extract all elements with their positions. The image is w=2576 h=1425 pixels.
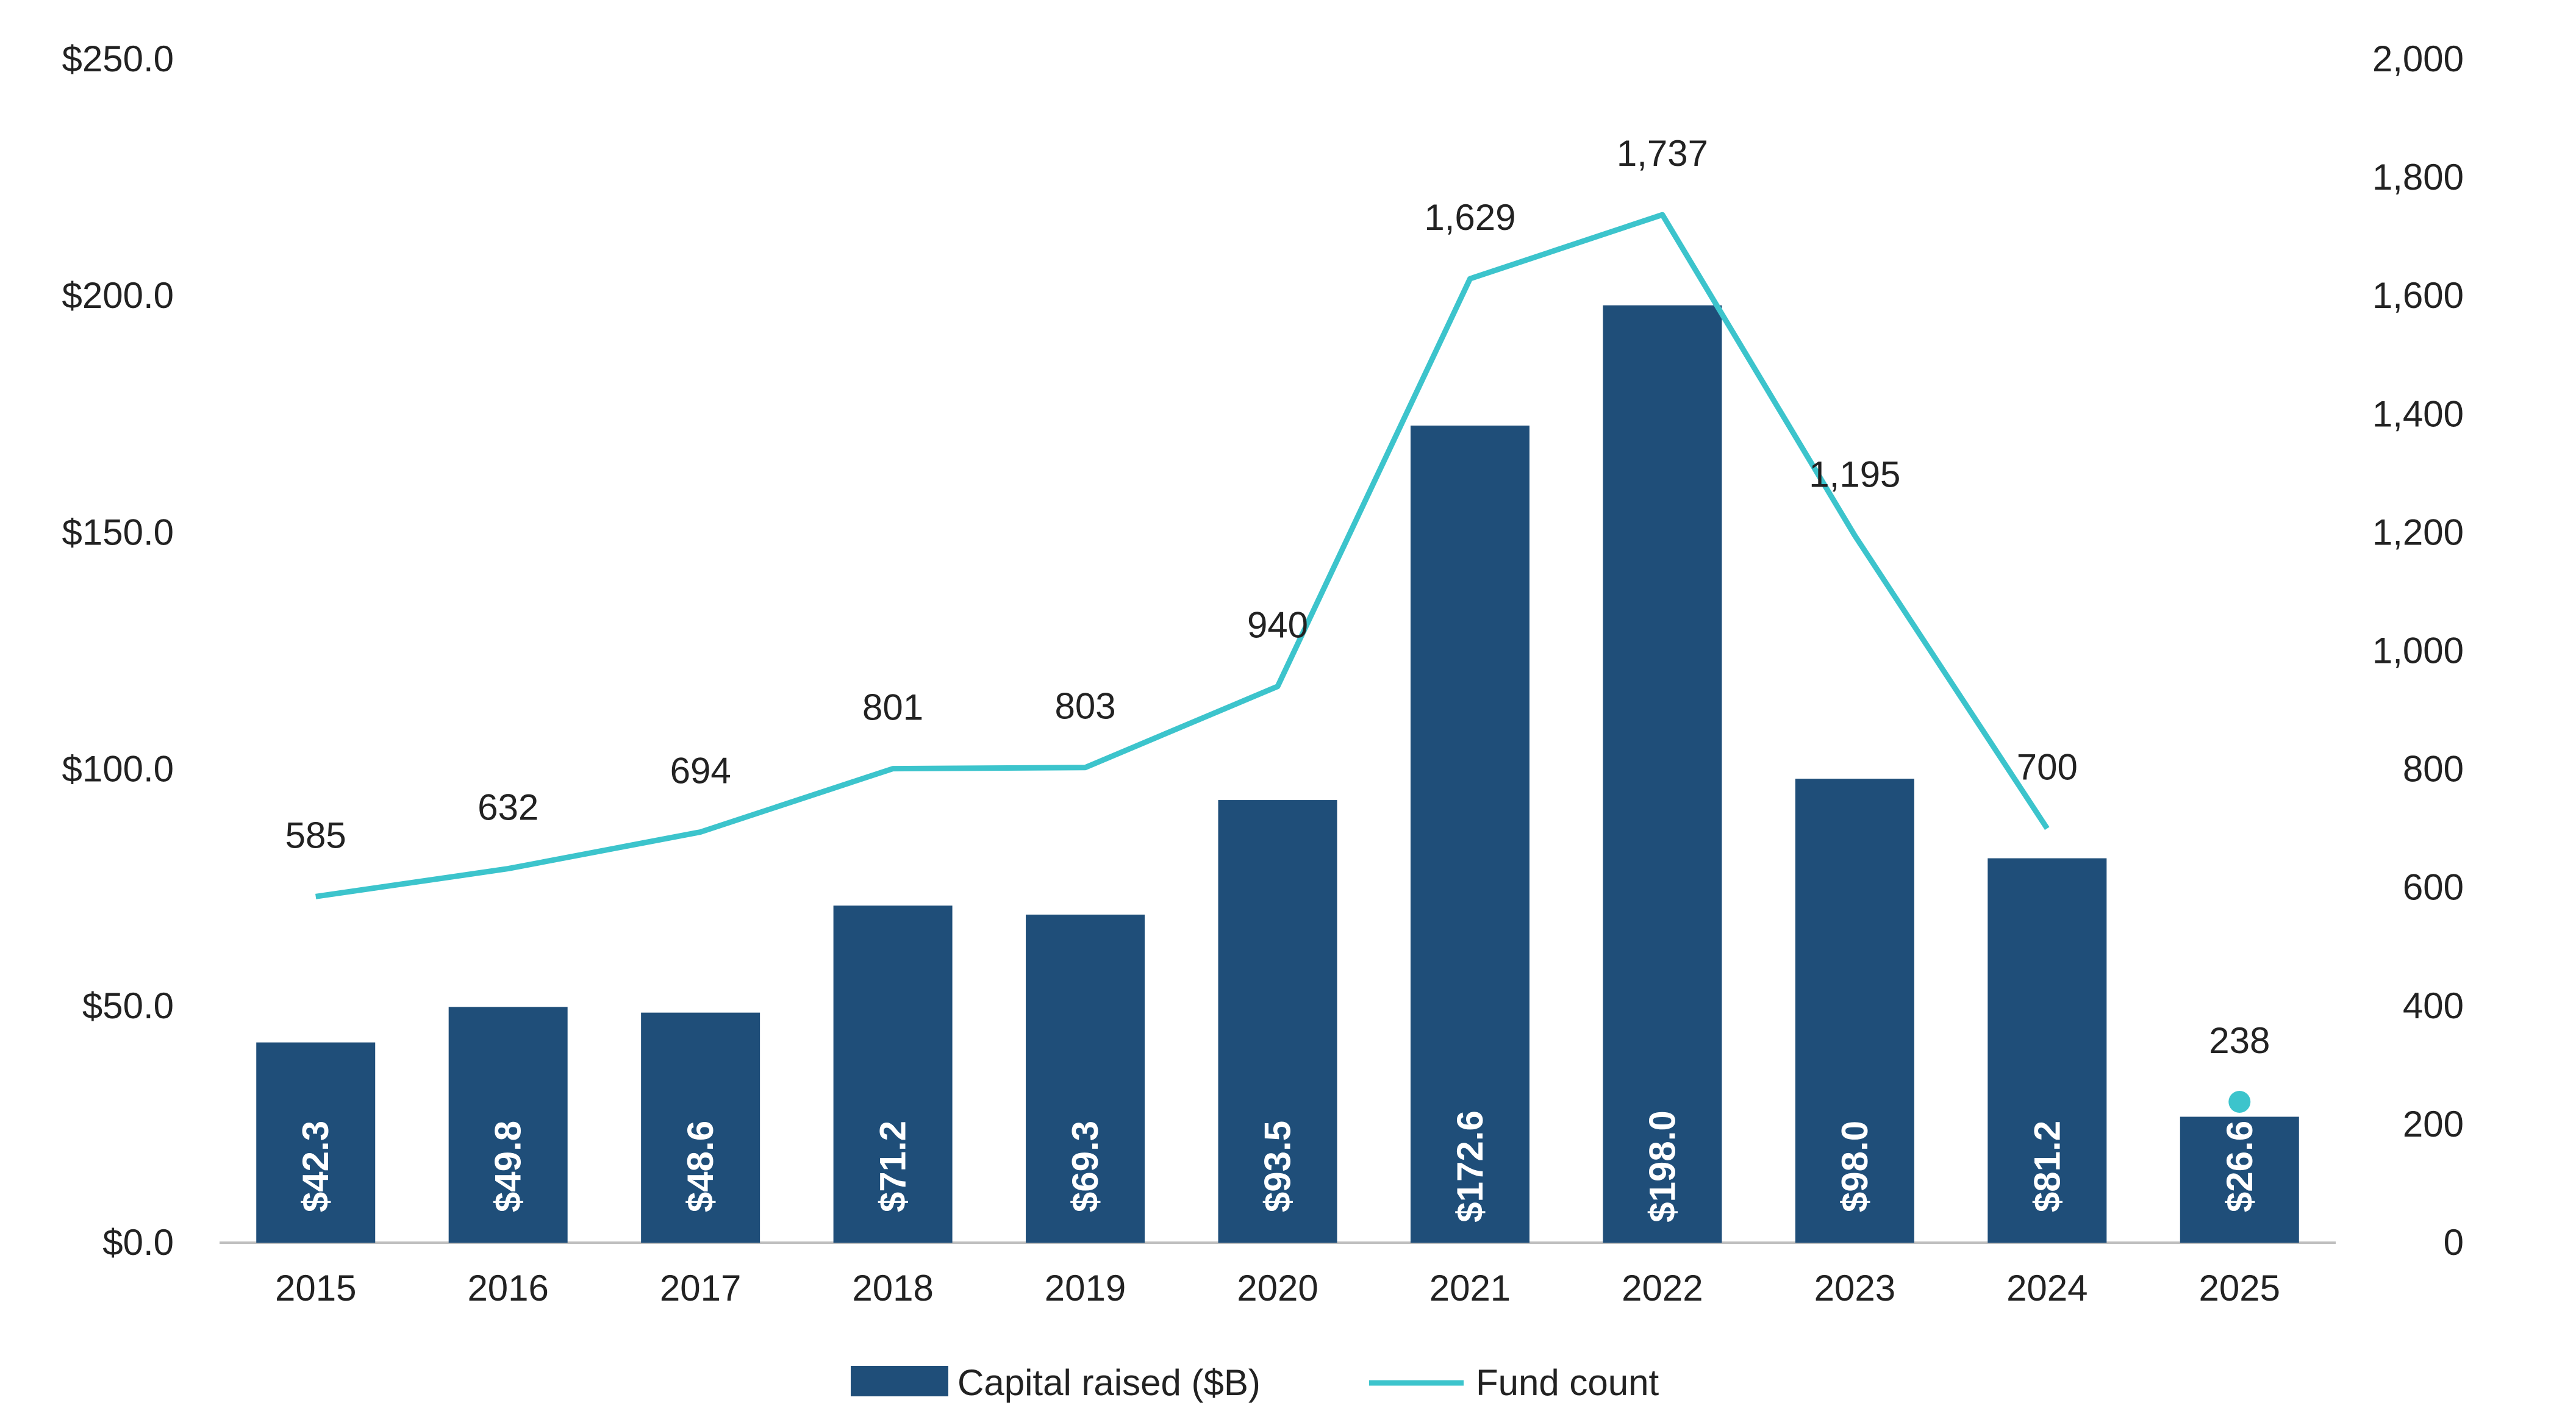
right-tick-label: 1,400 (2372, 393, 2464, 434)
x-tick-label: 2021 (1429, 1268, 1511, 1309)
fund-count-label: 1,629 (1424, 197, 1515, 238)
bar (1218, 800, 1337, 1243)
left-tick-label: $150.0 (62, 512, 174, 552)
bar (641, 1012, 760, 1243)
bar (2180, 1116, 2299, 1243)
bar (1026, 914, 1145, 1243)
bar-data-label: $198.0 (1642, 1110, 1683, 1223)
x-tick-label: 2020 (1237, 1268, 1318, 1309)
fund-count-label: 801 (862, 687, 923, 728)
fund-count-label: 1,195 (1809, 454, 1900, 495)
left-tick-label: $250.0 (62, 38, 174, 79)
right-tick-label: 200 (2403, 1104, 2464, 1145)
bar-data-label: $48.6 (680, 1121, 721, 1212)
right-tick-label: 1,800 (2372, 157, 2464, 198)
fund-count-label: 1,737 (1617, 133, 1708, 174)
bar-data-label: $49.8 (488, 1121, 529, 1212)
fund-count-label: 694 (670, 750, 731, 791)
right-tick-label: 400 (2403, 985, 2464, 1026)
bar (833, 905, 953, 1243)
bar (448, 1007, 568, 1243)
x-tick-label: 2016 (467, 1268, 548, 1309)
x-tick-label: 2017 (660, 1268, 741, 1309)
x-tick-label: 2022 (1622, 1268, 1703, 1309)
x-tick-label: 2023 (1814, 1268, 1895, 1309)
legend-swatch-capital (851, 1366, 948, 1396)
left-tick-label: $100.0 (62, 749, 174, 790)
x-tick-label: 2018 (852, 1268, 933, 1309)
fund-count-label: 238 (2209, 1020, 2270, 1061)
left-tick-label: $200.0 (62, 275, 174, 316)
fund-count-points (2228, 1091, 2251, 1113)
bar-data-labels: $42.3 $49.8 $48.6 $71.2 $69.3 $93.5 $172.6 $198… (295, 1110, 2260, 1223)
bar (1987, 858, 2107, 1243)
fund-count-labels: 585 632 694 801 803 940 1,629 1,737 1,195 700 238 (285, 133, 2270, 1061)
right-tick-label: 1,600 (2372, 275, 2464, 316)
bar-data-label: $69.3 (1065, 1121, 1106, 1212)
bar (1795, 779, 1914, 1243)
bar (1410, 425, 1530, 1243)
x-tick-label: 2019 (1045, 1268, 1126, 1309)
right-tick-label: 800 (2403, 749, 2464, 790)
x-tick-label: 2024 (2006, 1268, 2088, 1309)
legend-label-fund-count: Fund count (1476, 1362, 1659, 1403)
right-tick-label: 1,000 (2372, 630, 2464, 671)
bar-data-label: $26.6 (2219, 1121, 2260, 1212)
left-axis-ticks: $0.0 $50.0 $100.0 $150.0 $200.0 $250.0 (62, 38, 174, 1263)
right-axis-ticks: 0 200 400 600 800 1,000 1,200 1,400 1,600 1,800 2,… (2372, 38, 2464, 1263)
bar-data-label: $98.0 (1834, 1121, 1875, 1212)
bar (1603, 305, 1722, 1243)
right-tick-label: 0 (2444, 1222, 2464, 1263)
x-tick-label: 2015 (275, 1268, 356, 1309)
left-tick-label: $0.0 (102, 1222, 174, 1263)
bar-data-label: $71.2 (873, 1121, 914, 1212)
bar-data-label: $172.6 (1450, 1110, 1490, 1223)
fund-count-label: 803 (1054, 686, 1115, 727)
right-tick-label: 2,000 (2372, 38, 2464, 79)
legend-label-capital: Capital raised ($B) (957, 1362, 1261, 1403)
bar-series (256, 305, 2299, 1243)
bar-data-label: $42.3 (295, 1121, 336, 1212)
fund-count-label: 700 (2017, 747, 2078, 788)
fund-count-line (315, 212, 2050, 899)
fund-count-label: 585 (285, 815, 346, 855)
right-tick-label: 1,200 (2372, 512, 2464, 552)
bar-data-label: $81.2 (2027, 1121, 2067, 1212)
bar-data-label: $93.5 (1258, 1121, 1298, 1212)
fund-count-label: 632 (478, 787, 538, 828)
fund-count-label: 940 (1247, 605, 1308, 646)
fund-count-point (2228, 1091, 2251, 1113)
bar (256, 1042, 376, 1243)
x-axis-ticks: 2015 2016 2017 2018 2019 2020 2021 2022 2023 2024… (275, 1268, 2280, 1309)
right-tick-label: 600 (2403, 867, 2464, 908)
x-tick-label: 2025 (2199, 1268, 2280, 1309)
legend: Capital raised ($B) Fund count (851, 1362, 1659, 1403)
left-tick-label: $50.0 (82, 985, 174, 1026)
